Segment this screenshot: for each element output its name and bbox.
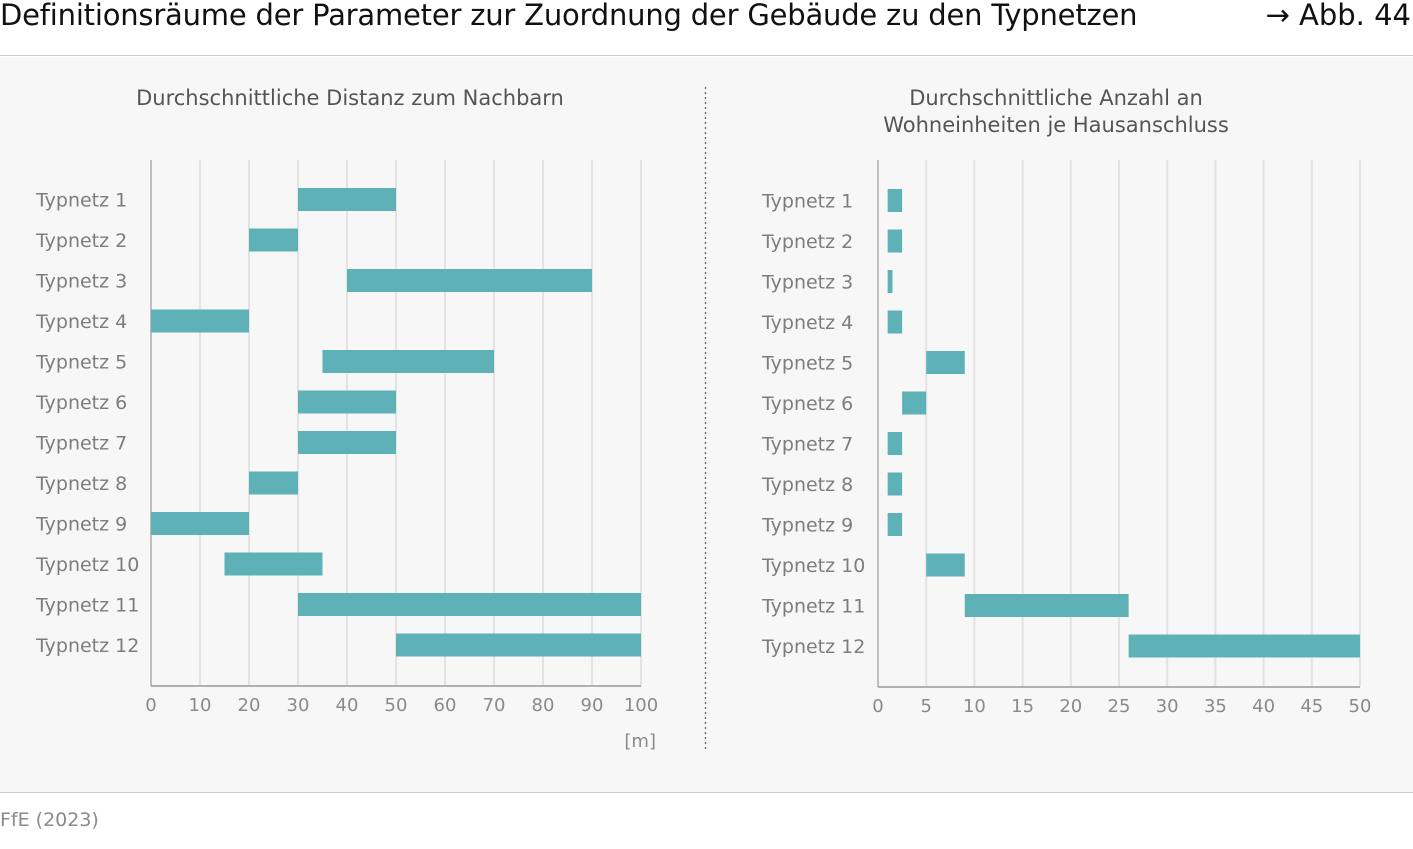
x-tick-label: 30 <box>287 695 310 716</box>
x-tick-label: 50 <box>1349 696 1372 717</box>
range-bar <box>396 633 641 657</box>
x-tick-label: 10 <box>189 695 212 716</box>
category-label: Typnetz 7 <box>35 433 127 455</box>
source-note: FfE (2023) <box>0 809 99 831</box>
range-bar <box>298 593 641 616</box>
range-bar <box>887 513 903 536</box>
category-label: Typnetz 4 <box>35 311 127 333</box>
range-bar <box>964 594 1129 617</box>
range-bar <box>887 270 893 293</box>
x-tick-label: 35 <box>1204 696 1227 717</box>
category-label: Typnetz 9 <box>35 514 127 536</box>
range-bar <box>1128 634 1360 658</box>
chart-distance: Durchschnittliche Distanz zum Nachbarn Ty… <box>35 86 658 752</box>
category-label: Typnetz 10 <box>35 554 139 576</box>
range-bar <box>298 390 396 414</box>
x-tick-label: 0 <box>872 696 883 717</box>
chart-title-line: Wohneinheiten je Hausanschluss <box>883 113 1229 137</box>
x-tick-label: 70 <box>483 695 506 716</box>
x-tick-label: 40 <box>336 695 359 716</box>
range-bar <box>887 229 903 253</box>
x-tick-label: 10 <box>963 696 986 717</box>
range-bar <box>151 512 249 535</box>
range-bar <box>249 471 298 495</box>
category-label: Typnetz 7 <box>761 434 853 456</box>
x-tick-label: 20 <box>238 695 261 716</box>
range-bar <box>347 269 592 292</box>
page-header: Definitionsräume der Parameter zur Zuord… <box>0 0 1413 56</box>
x-tick-label: 20 <box>1059 696 1082 717</box>
x-tick-label: 100 <box>624 695 658 716</box>
range-bar <box>151 309 249 333</box>
charts-svg: Durchschnittliche Distanz zum Nachbarn Ty… <box>35 86 1371 752</box>
category-label: Typnetz 3 <box>761 272 853 294</box>
category-label: Typnetz 12 <box>35 635 139 657</box>
category-label: Typnetz 2 <box>35 230 127 252</box>
range-bar <box>926 351 965 374</box>
x-tick-label: 40 <box>1252 696 1275 717</box>
x-tick-label: 90 <box>581 695 604 716</box>
chart-title-line: Durchschnittliche Anzahl an <box>909 86 1203 110</box>
category-label: Typnetz 9 <box>761 515 853 537</box>
category-label: Typnetz 3 <box>35 271 127 293</box>
category-label: Typnetz 10 <box>761 555 865 577</box>
range-bar <box>902 391 927 415</box>
x-tick-label: 0 <box>145 695 156 716</box>
chart-area: Durchschnittliche Distanz zum Nachbarn Ty… <box>0 57 1413 792</box>
figure-reference-link[interactable]: → Abb. 44 <box>1265 0 1411 32</box>
category-label: Typnetz 2 <box>761 231 853 253</box>
category-label: Typnetz 6 <box>761 393 853 415</box>
x-tick-label: 60 <box>434 695 457 716</box>
category-label: Typnetz 8 <box>35 473 127 495</box>
range-bar <box>926 553 965 577</box>
range-bar <box>298 431 396 454</box>
page-title: Definitionsräume der Parameter zur Zuord… <box>0 0 1138 32</box>
range-bar <box>887 472 903 496</box>
category-label: Typnetz 6 <box>35 392 127 414</box>
x-tick-label: 25 <box>1108 696 1131 717</box>
category-label: Typnetz 11 <box>761 596 865 618</box>
category-label: Typnetz 5 <box>35 352 127 374</box>
range-bar <box>249 228 298 252</box>
x-tick-label: 5 <box>920 696 931 717</box>
chart-dwelling-units: Durchschnittliche Anzahl an Wohneinheiten… <box>761 86 1371 717</box>
category-label: Typnetz 1 <box>35 190 127 212</box>
x-unit-label: [m] <box>624 731 656 752</box>
range-bar <box>322 350 494 373</box>
x-tick-label: 45 <box>1300 696 1323 717</box>
x-tick-label: 30 <box>1156 696 1179 717</box>
range-bar <box>298 188 396 211</box>
category-label: Typnetz 5 <box>761 353 853 375</box>
range-bar <box>887 189 903 212</box>
page-footer: FfE (2023) <box>0 792 1413 849</box>
category-label: Typnetz 4 <box>761 312 853 334</box>
x-tick-label: 80 <box>532 695 555 716</box>
x-tick-label: 50 <box>385 695 408 716</box>
chart-title-line: Durchschnittliche Distanz zum Nachbarn <box>136 86 564 110</box>
category-label: Typnetz 1 <box>761 191 853 213</box>
category-label: Typnetz 12 <box>761 636 865 658</box>
range-bar <box>887 432 903 455</box>
range-bar <box>887 310 903 334</box>
category-label: Typnetz 8 <box>761 474 853 496</box>
x-tick-label: 15 <box>1011 696 1034 717</box>
category-label: Typnetz 11 <box>35 595 139 617</box>
range-bar <box>224 552 323 576</box>
